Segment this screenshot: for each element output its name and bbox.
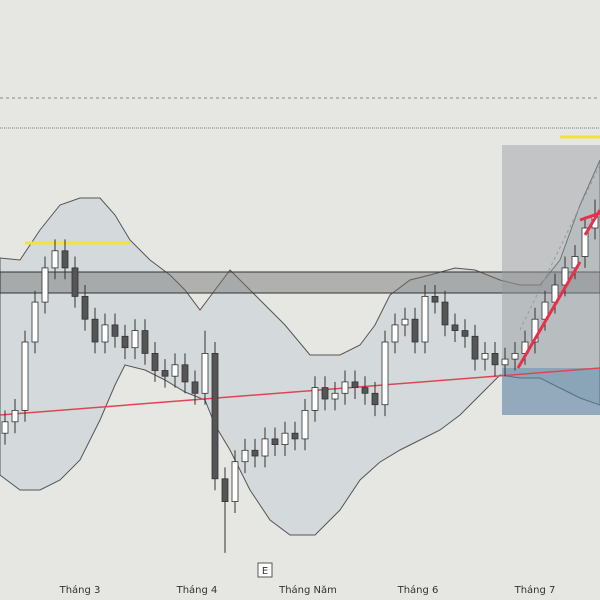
red-trend xyxy=(516,261,582,369)
candle-body xyxy=(531,318,539,343)
candle-body xyxy=(151,352,159,371)
candle-body xyxy=(261,438,269,457)
candles xyxy=(1,199,599,553)
candle-body xyxy=(461,330,469,337)
candle-body xyxy=(281,432,289,446)
candle-body xyxy=(391,324,399,343)
candle-body xyxy=(321,387,329,400)
candle-body xyxy=(301,409,309,440)
candle-body xyxy=(231,461,239,503)
candle-body xyxy=(441,301,449,326)
candle-body xyxy=(491,352,499,366)
candle-body xyxy=(451,324,459,331)
x-tick-label: Tháng 7 xyxy=(514,584,556,596)
candle-body xyxy=(171,364,179,377)
candle-body xyxy=(101,324,109,343)
candle-body xyxy=(51,250,59,269)
marker-label: E xyxy=(262,566,268,577)
candle-body xyxy=(371,392,379,406)
candle-body xyxy=(581,227,589,257)
candle-body xyxy=(501,358,509,366)
candle-body xyxy=(61,250,69,269)
candle-body xyxy=(471,335,479,360)
candle-body xyxy=(141,330,149,354)
candle-body xyxy=(161,370,169,377)
candle-body xyxy=(181,364,189,383)
marker-box xyxy=(257,562,273,578)
candle-body xyxy=(221,478,229,502)
candle-body xyxy=(211,352,219,480)
candle-body xyxy=(511,352,519,360)
candle-body xyxy=(351,381,359,388)
candle-body xyxy=(421,295,429,343)
candle-body xyxy=(341,381,349,394)
candle-body xyxy=(11,409,19,423)
x-tick-label: Tháng 6 xyxy=(397,584,439,596)
candle-body xyxy=(271,438,279,445)
red-trend xyxy=(579,211,600,222)
candle-body xyxy=(241,449,249,463)
x-tick-label: Tháng 4 xyxy=(176,584,218,596)
candle-body xyxy=(81,295,89,320)
x-tick-label: Tháng 3 xyxy=(59,584,101,596)
candle-body xyxy=(311,387,319,411)
x-tick-label: Tháng Năm xyxy=(278,584,337,596)
candle-body xyxy=(41,267,49,303)
candle-body xyxy=(201,352,209,394)
candle-body xyxy=(191,381,199,394)
candle-body xyxy=(361,387,369,394)
zone xyxy=(0,271,600,294)
candle-body xyxy=(411,318,419,343)
candle-body xyxy=(481,352,489,360)
candle-body xyxy=(251,449,259,457)
candle-body xyxy=(131,330,139,349)
candle-body xyxy=(291,432,299,440)
candle-body xyxy=(71,267,79,297)
candle-body xyxy=(31,301,39,343)
candle-body xyxy=(21,341,29,411)
candle-body xyxy=(111,324,119,337)
candle-body xyxy=(91,318,99,343)
dashed-trend xyxy=(519,164,600,331)
candle-body xyxy=(431,295,439,303)
candle-body xyxy=(121,335,129,349)
bollinger-band xyxy=(0,159,600,536)
candle-body xyxy=(401,318,409,326)
candle-body xyxy=(331,392,339,400)
box-lower xyxy=(502,368,600,415)
candle-body xyxy=(1,421,9,434)
candle-body xyxy=(381,341,389,406)
trend-line xyxy=(0,367,600,416)
